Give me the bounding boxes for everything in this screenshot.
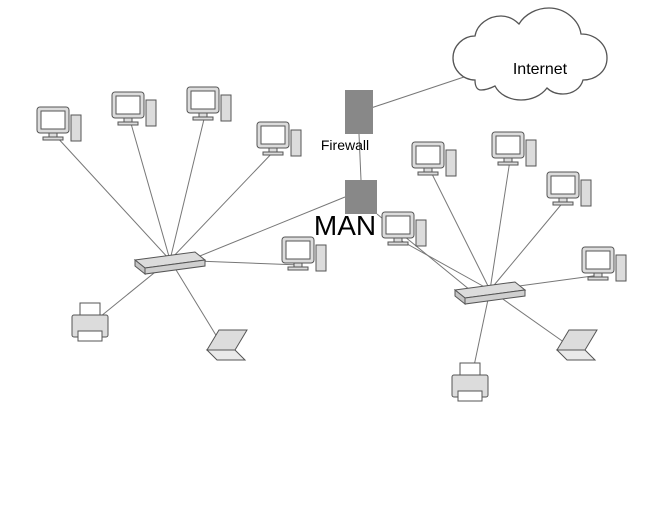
desktop-icon: [492, 132, 536, 166]
man-node: [345, 180, 377, 214]
desktop-icon: [37, 107, 81, 141]
hub-left: [135, 252, 205, 274]
printer-icon: [72, 303, 108, 341]
laptop-icon: [207, 330, 247, 360]
printer-icon: [452, 363, 488, 401]
network-diagram: Internet Firewall MAN: [0, 0, 650, 532]
desktop-icon: [112, 92, 156, 126]
desktop-icon: [382, 212, 426, 246]
desktop-icon: [547, 172, 591, 206]
hubs-layer: [135, 252, 525, 304]
desktop-icon: [412, 142, 456, 176]
firewall-node: [345, 90, 373, 134]
internet-label: Internet: [513, 61, 568, 78]
hub-right: [455, 282, 525, 304]
firewall-label: Firewall: [321, 137, 369, 153]
cloud-icon: [453, 8, 607, 100]
desktop-icon: [257, 122, 301, 156]
internet-cloud: [453, 8, 607, 100]
man-label: MAN: [314, 210, 376, 241]
desktop-icon: [187, 87, 231, 121]
desktop-icon: [282, 237, 326, 271]
laptop-icon: [557, 330, 597, 360]
devices-layer: [37, 87, 626, 401]
desktop-icon: [582, 247, 626, 281]
